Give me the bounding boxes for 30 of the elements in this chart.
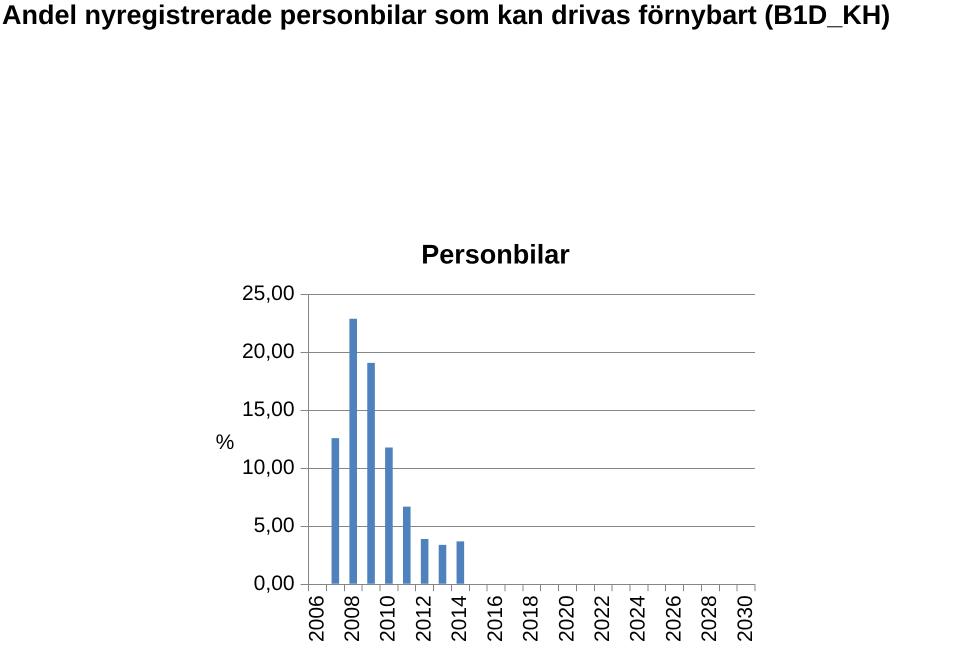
chart-title: Personbilar (421, 240, 570, 270)
bar (332, 438, 340, 584)
y-tick-label: 15,00 (242, 398, 295, 422)
bar (349, 318, 357, 584)
y-axis-title: % (216, 431, 234, 454)
x-tick-label: 2026 (662, 595, 686, 642)
x-tick-label: 2008 (340, 595, 364, 642)
chart-subtitle: Andel nyregistrerade personbilar som kan drivas förnybart (B1D_KH) (2, 0, 890, 31)
y-tick-label: 10,00 (242, 456, 295, 480)
bar (385, 447, 393, 584)
y-tick-label: 20,00 (242, 340, 295, 364)
x-tick-label: 2024 (626, 594, 650, 642)
x-tick-label: 2012 (412, 595, 436, 642)
bar (438, 544, 446, 584)
x-tick-label: 2028 (698, 595, 722, 642)
x-tick-label: 2016 (484, 595, 507, 642)
x-tick-label: 2010 (376, 595, 400, 642)
x-tick-label: 2018 (520, 595, 543, 642)
bar (456, 541, 464, 584)
y-tick-label: 25,00 (242, 282, 295, 306)
y-tick-label: 0,00 (254, 572, 295, 596)
x-tick-label: 2022 (591, 595, 614, 642)
y-tick-label: 5,00 (254, 514, 295, 538)
x-tick-label: 2006 (305, 595, 328, 642)
bar (402, 506, 411, 584)
x-tick-label: 2020 (555, 595, 578, 642)
x-tick-label: 2014 (448, 594, 472, 642)
bar (367, 362, 375, 584)
bar (420, 539, 428, 584)
x-tick-label: 2030 (734, 595, 757, 642)
